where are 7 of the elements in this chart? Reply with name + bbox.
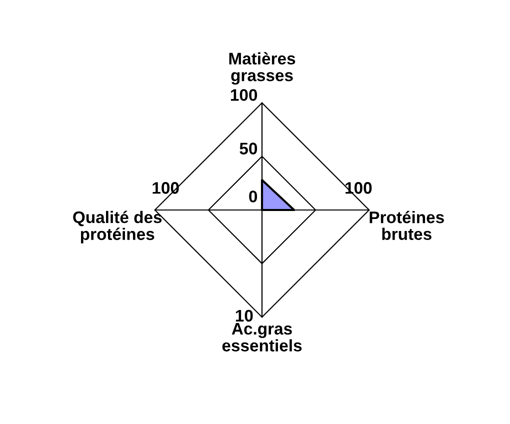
spoke-label: Matières grasses	[229, 52, 296, 85]
spoke-label: Ac.gras essentiels	[222, 323, 302, 352]
y-tick-label: 50	[240, 142, 258, 154]
y-tick-label: 0	[249, 190, 258, 202]
text: 10	[236, 310, 253, 322]
spoke-label: Qualité des protéines	[73, 210, 162, 244]
spoke-label: Protéines brutes	[370, 210, 444, 240]
